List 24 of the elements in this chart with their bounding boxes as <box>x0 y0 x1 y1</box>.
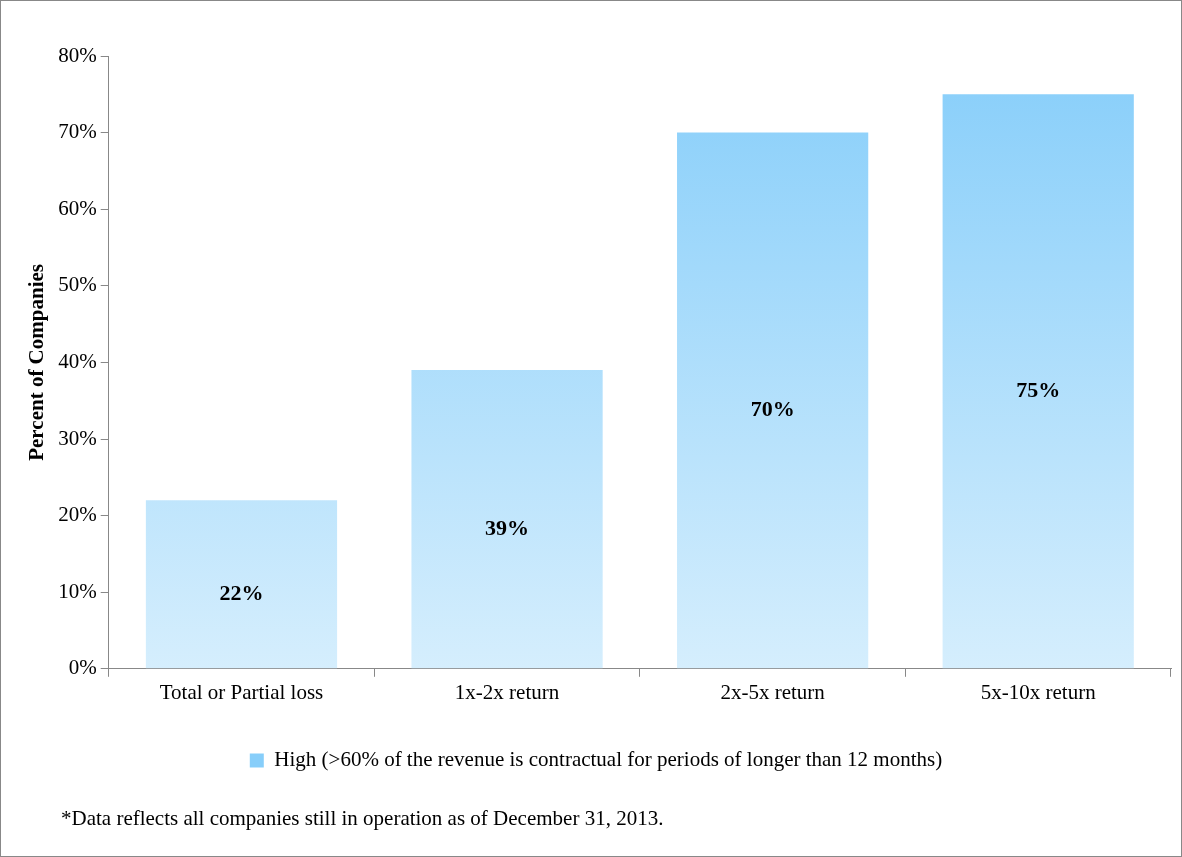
y-axis-title: Percent of Companies <box>24 264 49 461</box>
y-tick-label: 60% <box>58 195 97 220</box>
y-tick-label: 30% <box>58 425 97 450</box>
x-tick-label: 5x-10x return <box>980 679 1097 704</box>
bar <box>942 94 1134 669</box>
legend-label: High (>60% of the revenue is contractual for periods of longer than 12 months) <box>274 747 943 772</box>
data-label: 70% <box>750 396 795 422</box>
y-tick-label: 0% <box>68 655 97 680</box>
x-tick-label: Total or Partial loss <box>159 679 324 704</box>
y-tick-label: 40% <box>58 348 97 373</box>
y-tick-label: 50% <box>58 272 97 297</box>
y-tick-label: 20% <box>58 502 97 527</box>
y-tick-label: 10% <box>58 578 97 603</box>
bar <box>677 132 869 669</box>
data-label: 22% <box>219 579 264 605</box>
bar <box>145 500 338 669</box>
text: *Data reflects all companies still in operation as of December 31, 2013. <box>61 806 664 831</box>
data-label: 39% <box>485 514 530 540</box>
y-tick-label: 70% <box>58 119 97 144</box>
bar <box>411 370 603 669</box>
x-tick-label: 1x-2x return <box>454 679 560 704</box>
y-tick-label: 80% <box>58 42 97 67</box>
x-tick-label: 2x-5x return <box>720 679 826 704</box>
data-label: 75% <box>1016 376 1061 402</box>
